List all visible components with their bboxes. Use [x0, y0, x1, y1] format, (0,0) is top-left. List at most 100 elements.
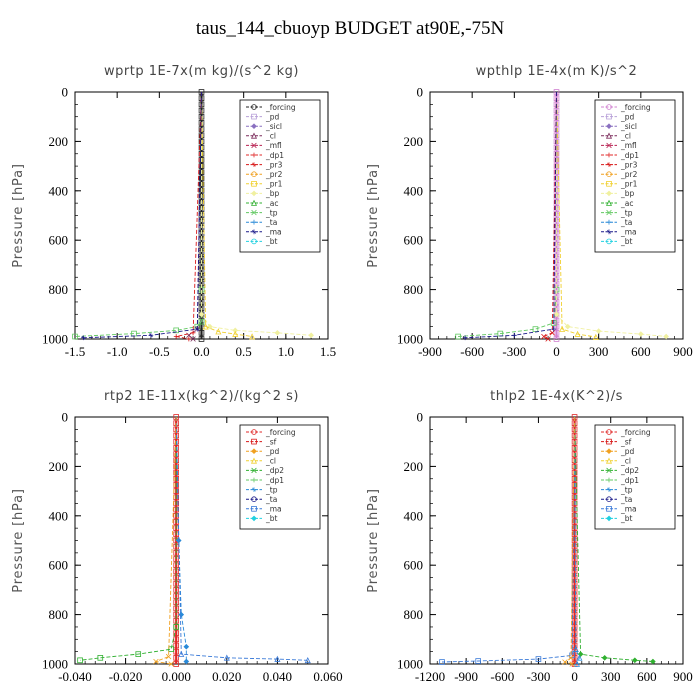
y-tick-label: 1000	[397, 332, 423, 347]
data-point	[190, 336, 196, 342]
legend-label: _bp	[265, 189, 280, 198]
data-point	[198, 318, 205, 325]
data-point	[564, 323, 571, 330]
legend-marker	[606, 142, 612, 149]
data-point	[571, 617, 578, 624]
y-tick-label: 600	[404, 558, 424, 573]
data-point	[232, 330, 239, 337]
series-line	[556, 92, 667, 337]
legend-marker	[606, 171, 612, 177]
legend-marker	[606, 162, 612, 167]
x-tick-label: 1.5	[320, 344, 336, 359]
legend-label: _bt	[620, 237, 633, 246]
y-axis-label: Pressure [hPa]	[366, 163, 381, 267]
data-point	[173, 327, 180, 334]
legend-marker	[251, 229, 257, 235]
data-point	[571, 556, 578, 562]
series-dp2	[77, 417, 180, 664]
data-point	[81, 335, 86, 341]
data-point	[577, 651, 584, 657]
data-point	[148, 332, 154, 338]
y-tick-label: 600	[49, 558, 69, 573]
legend-label: _ma	[265, 228, 282, 237]
y-axis-label: Pressure [hPa]	[11, 163, 26, 267]
x-tick-label: -900	[454, 669, 478, 684]
series-bp	[198, 92, 314, 339]
legend-marker	[606, 238, 612, 245]
x-tick-label: 0.060	[313, 669, 342, 684]
x-tick-label: -900	[418, 344, 442, 359]
legend-label: _cl	[265, 457, 276, 466]
legend-marker	[606, 496, 612, 502]
legend-marker	[606, 467, 612, 474]
series-line	[154, 416, 177, 665]
legend-marker	[251, 467, 257, 474]
data-point	[601, 655, 608, 661]
data-point	[571, 482, 578, 488]
x-tick-label: -0.5	[149, 344, 170, 359]
legend: _forcing_sf_pd_cl_dp2_dp1_tp_ta_ma_bt	[239, 424, 321, 530]
data-point	[553, 150, 560, 157]
y-tick-label: 800	[49, 607, 69, 622]
legend-marker	[251, 181, 257, 187]
series-line	[574, 416, 580, 665]
y-tick-label: 0	[62, 410, 69, 425]
legend-marker	[251, 219, 257, 225]
data-point	[553, 330, 560, 336]
legend-label: _dp1	[620, 476, 639, 485]
x-tick-label: 300	[601, 669, 621, 684]
data-point	[571, 574, 578, 581]
series-ma	[175, 416, 311, 664]
data-point	[592, 333, 599, 340]
legend-label: _bt	[620, 514, 633, 523]
series-bp	[553, 92, 669, 340]
data-point	[183, 658, 190, 665]
panel-title: wpthlp 1E-4x(m K)/s^2	[476, 64, 638, 79]
legend-label: _tp	[265, 485, 278, 494]
legend-label: _forcing	[620, 428, 651, 437]
series-tp	[72, 92, 205, 340]
legend-marker	[606, 429, 612, 435]
y-tick-label: 400	[404, 508, 424, 523]
series-line	[176, 91, 202, 340]
legend-label: _forcing	[265, 428, 296, 437]
x-tick-label: -0.020	[109, 669, 143, 684]
series-ma	[81, 91, 202, 341]
x-tick-label: 0.040	[263, 669, 292, 684]
legend-marker	[251, 209, 257, 216]
series-line	[441, 416, 576, 663]
data-point	[576, 654, 583, 661]
legend-label: _tp	[620, 208, 633, 217]
legend: _forcing_sf_pd_cl_dp2_dp1_tp_ta_ma_bt	[594, 424, 676, 530]
legend-label: _bt	[265, 514, 278, 523]
data-point	[571, 543, 578, 550]
data-point	[198, 311, 205, 318]
panel-wpthlp: wpthlp 1E-4x(m K)/s^2 Pressure [hPa] 0 200 4…	[366, 64, 693, 359]
data-point	[553, 163, 560, 169]
data-point	[569, 661, 575, 667]
y-tick-label: 200	[404, 134, 424, 149]
legend-marker	[605, 132, 613, 139]
legend-label: _pr2	[620, 170, 638, 179]
legend-label: _dp1	[265, 151, 284, 160]
data-point	[165, 653, 172, 660]
legend-label: _ta	[620, 495, 632, 504]
series-tp	[175, 416, 190, 665]
legend-label: _ac	[265, 199, 278, 208]
data-point	[571, 611, 578, 618]
series-line	[80, 417, 177, 661]
y-tick-label: 800	[49, 282, 69, 297]
legend-label: _forcing	[265, 103, 296, 112]
x-tick-label: -1.5	[65, 344, 86, 359]
x-tick-label: -600	[490, 669, 514, 684]
legend-marker	[251, 152, 257, 158]
panel-title: wprtp 1E-7x(m kg)/(s^2 kg)	[104, 64, 299, 79]
data-point	[553, 336, 560, 342]
data-point	[535, 656, 542, 662]
x-tick-label: -1200	[415, 669, 445, 684]
legend-marker	[605, 199, 613, 206]
series-pd	[153, 416, 177, 667]
legend-label: _ta	[265, 218, 277, 227]
legend-marker	[606, 181, 612, 187]
data-point	[650, 658, 656, 665]
